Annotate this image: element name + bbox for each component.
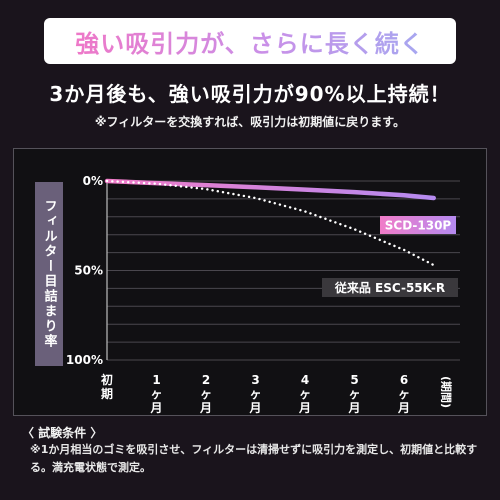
series-label-text: SCD-130P [385, 219, 452, 233]
x-tick-char: 初 [101, 372, 113, 387]
x-tick-label: 3ヶ月 [248, 373, 261, 415]
x-tick-char: 5 [350, 373, 358, 387]
x-tick-label: 1ヶ月 [149, 373, 162, 415]
test-conditions-title: 〈 試験条件 〉 [22, 426, 103, 440]
x-tick-char: 月 [298, 401, 311, 415]
x-tick-char: ヶ [348, 387, 360, 401]
x-tick-char: 月 [248, 401, 261, 415]
series-label-esc-55k-r: 従来品 ESC-55K-R [322, 278, 458, 297]
x-tick-char: ヶ [299, 387, 311, 401]
x-tick-char: 月 [149, 401, 162, 415]
x-tick-label: 2ヶ月 [199, 373, 212, 415]
main-headline: 3か月後も、強い吸引力が90%以上持続！ [49, 82, 451, 106]
series-label-box [322, 278, 458, 297]
x-tick-char: ヶ [398, 387, 410, 401]
y-axis-label: フィルター目詰まり率 [41, 199, 57, 349]
x-axis-label: (期間) [440, 376, 454, 408]
banner-title: 強い吸引力が、さらに長く続く [75, 24, 425, 59]
test-conditions-text: ※1か月相当のゴミを吸引させ、フィルターは清掃せずに吸引力を測定し、初期値と比較… [30, 443, 478, 474]
filter-note: ※フィルターを交換すれば、吸引力は初期値に戻ります。 [94, 115, 406, 129]
y-tick-labels: 0% 50% 100% [66, 174, 103, 367]
x-tick-char: ヶ [150, 387, 162, 401]
x-tick-char: 月 [397, 401, 410, 415]
y-tick-label: 50% [74, 264, 103, 278]
headline-banner: 強い吸引力が、さらに長く続く [44, 18, 456, 64]
grid-lines [106, 180, 460, 361]
x-tick-label: 4ヶ月 [298, 373, 311, 415]
x-tick-char: ヶ [200, 387, 212, 401]
series-label-box [380, 216, 456, 234]
x-tick-char: 2 [202, 373, 210, 387]
series-line-scd-130p [104, 178, 436, 201]
y-tick-label: 100% [66, 353, 103, 367]
y-tick-label: 0% [83, 174, 103, 188]
x-tick-char: 期 [101, 386, 113, 401]
x-tick-char: 1 [152, 373, 160, 387]
x-tick-label: 初期 [101, 372, 113, 401]
series-label-text: 従来品 ESC-55K-R [334, 280, 445, 295]
x-tick-label: 6ヶ月 [397, 373, 410, 415]
series-line-esc-55k-r [105, 179, 435, 267]
x-tick-char: 月 [347, 401, 360, 415]
x-tick-char: 3 [251, 373, 259, 387]
series-lines [104, 178, 436, 267]
x-tick-label: 5ヶ月 [347, 373, 360, 415]
series-labels: SCD-130P 従来品 ESC-55K-R [322, 216, 458, 297]
x-tick-char: 月 [199, 401, 212, 415]
x-tick-char: 6 [400, 373, 408, 387]
y-axis-label-box: フィルター目詰まり率 [35, 182, 63, 366]
x-tick-char: ヶ [249, 387, 261, 401]
x-tick-char: 4 [301, 373, 309, 387]
series-label-scd-130p: SCD-130P [380, 216, 456, 234]
